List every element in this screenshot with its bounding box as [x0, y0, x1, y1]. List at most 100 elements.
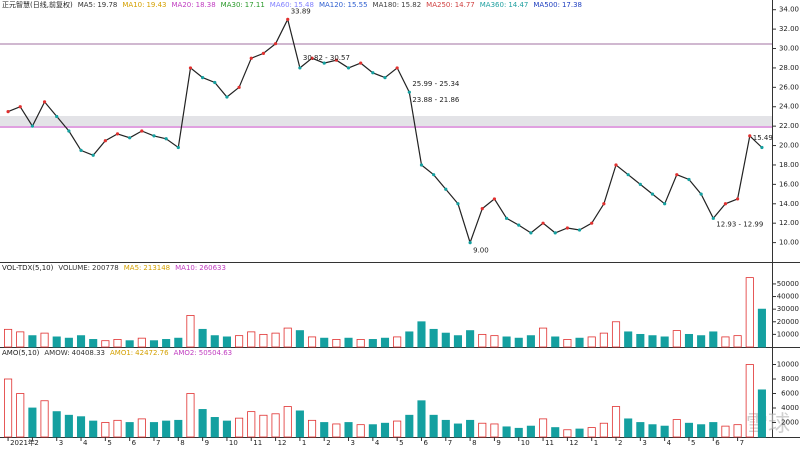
bar	[393, 336, 402, 348]
legend-value: 14.77	[455, 1, 475, 9]
y-tick-label: 34.00	[779, 6, 799, 14]
bar	[295, 410, 304, 438]
bar	[283, 327, 292, 348]
bar	[466, 330, 475, 348]
price-point	[91, 153, 95, 157]
price-point	[407, 90, 411, 94]
bar	[125, 340, 134, 348]
panel-title: AMO(5,10)	[2, 349, 40, 357]
legend-name: AMOW:	[44, 349, 69, 357]
legend-name: MA500:	[533, 1, 560, 9]
bar	[502, 426, 511, 438]
bar	[271, 332, 280, 348]
legend-value: 15.55	[348, 1, 368, 9]
price-point	[237, 85, 241, 89]
x-tick-label: 10	[229, 439, 238, 447]
bar	[344, 422, 353, 438]
price-point	[188, 66, 193, 70]
bar	[332, 339, 341, 348]
bar	[429, 328, 438, 348]
legend-value: 17.11	[245, 1, 265, 9]
x-tick-label: 11	[545, 439, 554, 447]
price-point	[213, 80, 217, 85]
y-tick-label: 14.00	[779, 200, 799, 208]
bar	[259, 414, 268, 438]
y-tick-label: 20.00	[779, 142, 799, 150]
legend-name: MA5:	[124, 264, 142, 272]
price-point	[322, 61, 326, 65]
bar	[575, 428, 584, 438]
price-point	[310, 56, 314, 60]
bar	[636, 422, 645, 438]
bar	[526, 335, 535, 348]
bar	[89, 420, 98, 438]
price-point	[444, 187, 448, 191]
bar	[76, 335, 86, 348]
legend-name: MA120:	[319, 1, 346, 9]
x-tick-label: 2021年	[10, 438, 35, 447]
price-point	[590, 221, 594, 225]
x-tick-label: 4	[375, 439, 380, 447]
bar	[551, 427, 560, 438]
bar	[186, 393, 195, 438]
bar	[125, 422, 134, 438]
bar	[28, 407, 37, 438]
x-tick-label: 3	[59, 439, 63, 447]
legend-value: 18.38	[196, 1, 216, 9]
bar	[64, 414, 73, 438]
bar	[672, 419, 681, 438]
legend-value: 19.43	[146, 1, 166, 9]
y-tick-label: 6000	[781, 390, 799, 398]
bar	[478, 422, 487, 438]
y-tick-label: 18.00	[779, 161, 799, 169]
bar	[356, 339, 365, 348]
legend-name: MA5:	[78, 1, 96, 9]
bar	[222, 420, 231, 438]
bar	[599, 332, 608, 348]
legend-name: AMO2:	[174, 349, 197, 357]
bar	[28, 335, 37, 348]
price-point	[225, 95, 229, 99]
price-point	[529, 231, 533, 235]
price-point	[748, 134, 752, 138]
bar	[587, 336, 596, 348]
price-annotation: 23.88 - 21.86	[412, 96, 460, 104]
bar	[283, 406, 292, 438]
bar	[76, 416, 86, 438]
bar	[624, 418, 633, 438]
price-annotation: 30.82 - 30.57	[303, 54, 350, 62]
price-point	[614, 163, 618, 167]
price-point	[468, 240, 472, 245]
price-point	[602, 202, 606, 206]
bar	[721, 425, 730, 438]
bar	[611, 321, 621, 348]
bar	[40, 400, 49, 438]
bar	[745, 364, 754, 438]
bar	[563, 339, 572, 348]
x-tick-label: 3	[351, 439, 355, 447]
bar	[453, 335, 462, 348]
price-point	[103, 139, 107, 143]
price-point	[201, 76, 205, 80]
bar	[733, 335, 742, 348]
resistance-band	[0, 116, 772, 126]
legend-value: 15.48	[294, 1, 314, 9]
bar	[52, 411, 61, 438]
price-point	[140, 129, 144, 133]
x-tick-label: 4	[667, 439, 672, 447]
x-tick-label: 7	[740, 439, 744, 447]
bar	[697, 335, 706, 348]
price-point	[383, 76, 387, 80]
panel-title: 正元智慧(日线,前复权)	[2, 0, 73, 9]
price-point	[261, 51, 266, 55]
bar	[684, 422, 694, 438]
price-point	[687, 177, 691, 182]
legend-value: 260633	[199, 264, 226, 272]
x-tick-label: 9	[205, 439, 209, 447]
price-point	[286, 17, 290, 22]
price-annotation: 12.93 - 12.99	[716, 220, 763, 228]
price-point	[298, 66, 302, 70]
x-tick-label: 10	[521, 439, 530, 447]
legend-value: 15.82	[401, 1, 421, 9]
x-tick-label: 8	[180, 439, 184, 447]
